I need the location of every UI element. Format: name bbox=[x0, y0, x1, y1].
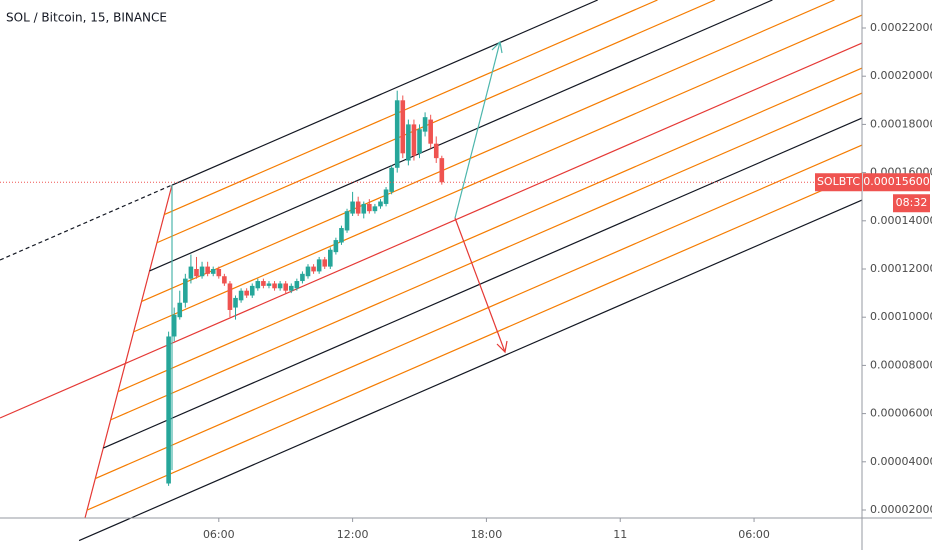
candle-body bbox=[266, 283, 272, 286]
arrow-down bbox=[454, 217, 506, 353]
y-tick-label: 0.00012000 bbox=[870, 262, 932, 275]
candle-body bbox=[277, 283, 283, 289]
x-tick-label: 18:00 bbox=[471, 528, 503, 541]
candle-body bbox=[355, 201, 361, 214]
y-tick-label: 0.00004000 bbox=[870, 455, 932, 468]
candle-body bbox=[339, 228, 344, 243]
candle-body bbox=[166, 336, 171, 484]
countdown-label: 08:32 bbox=[896, 196, 928, 209]
candle-body bbox=[272, 283, 277, 289]
candle-body bbox=[422, 117, 428, 132]
candle-body bbox=[433, 143, 439, 159]
pitchfork-line bbox=[117, 67, 863, 393]
candle-body bbox=[383, 189, 389, 204]
candles bbox=[166, 90, 445, 486]
pitchfork-line bbox=[86, 172, 863, 511]
pitchfork-line bbox=[149, 0, 773, 272]
symbol-label: SOLBTC bbox=[817, 175, 860, 188]
candle-body bbox=[328, 249, 333, 267]
candle-body bbox=[288, 285, 294, 291]
candle-body bbox=[411, 124, 417, 156]
candle-body bbox=[350, 201, 355, 214]
candle-body bbox=[238, 290, 244, 301]
candle-body bbox=[261, 281, 266, 286]
candle-body bbox=[171, 314, 177, 337]
countdown-tag bbox=[893, 194, 930, 213]
candle-body bbox=[283, 283, 288, 291]
candle-body bbox=[222, 276, 227, 284]
candle-body bbox=[372, 206, 378, 212]
candle-body bbox=[300, 273, 305, 282]
pitchfork-line bbox=[110, 92, 863, 421]
candle-body bbox=[333, 240, 339, 253]
arrow-up bbox=[454, 41, 501, 219]
candle-body bbox=[344, 211, 350, 231]
pitchfork-line bbox=[133, 14, 863, 333]
chart-title: SOL / Bitcoin, 15, BINANCE bbox=[6, 11, 167, 25]
y-tick-label: 0.00008000 bbox=[870, 358, 932, 371]
price-tag bbox=[863, 173, 930, 192]
pitchfork-line bbox=[78, 199, 863, 542]
candle-body bbox=[316, 259, 322, 272]
arrow-head bbox=[491, 40, 503, 54]
y-tick-label: 0.00018000 bbox=[870, 117, 932, 130]
candle-body bbox=[199, 266, 205, 277]
candle-body bbox=[244, 290, 249, 296]
candle-body bbox=[406, 124, 411, 161]
candle-body bbox=[205, 266, 210, 274]
handle bbox=[84, 184, 173, 519]
candle-body bbox=[394, 100, 400, 168]
y-tick-label: 0.00020000 bbox=[870, 69, 932, 82]
candle-body bbox=[194, 269, 199, 277]
candle-body bbox=[367, 203, 372, 212]
candle-body bbox=[322, 259, 328, 267]
arrow-head bbox=[496, 340, 508, 354]
x-tick-label: 11 bbox=[613, 528, 627, 541]
price-label: 0.00015600 bbox=[863, 175, 929, 188]
symbol-tag bbox=[815, 173, 862, 192]
y-tick-label: 0.00002000 bbox=[870, 503, 932, 516]
candle-body bbox=[428, 119, 433, 144]
candle-body bbox=[183, 278, 188, 303]
pitchfork-line bbox=[171, 0, 598, 186]
candle-body bbox=[378, 201, 383, 207]
dashed-extension bbox=[0, 184, 173, 261]
candle-body bbox=[400, 100, 406, 154]
x-tick-label: 06:00 bbox=[203, 528, 235, 541]
candle-body bbox=[249, 285, 255, 296]
candle-body bbox=[389, 167, 394, 192]
candle-body bbox=[216, 269, 222, 277]
candle-body bbox=[311, 266, 316, 272]
y-tick-label: 0.00014000 bbox=[870, 214, 932, 227]
y-tick-label: 0.00006000 bbox=[870, 407, 932, 420]
candle-body bbox=[188, 266, 194, 279]
x-tick-label: 12:00 bbox=[337, 528, 369, 541]
candle-body bbox=[177, 302, 183, 318]
pitchfork-line bbox=[141, 0, 835, 302]
pitchfork-line bbox=[95, 144, 863, 480]
candle-body bbox=[255, 281, 261, 289]
candle-body bbox=[227, 283, 233, 310]
candle-body bbox=[233, 297, 238, 308]
pitchfork bbox=[0, 0, 863, 542]
y-tick-label: 0.00010000 bbox=[870, 310, 932, 323]
candle-body bbox=[210, 269, 216, 274]
pitchfork-line bbox=[164, 0, 658, 216]
candle-body bbox=[361, 203, 367, 214]
y-tick-label: 0.00022000 bbox=[870, 21, 932, 34]
median-line bbox=[0, 42, 863, 419]
candle-body bbox=[439, 158, 445, 183]
x-tick-label: 06:00 bbox=[738, 528, 770, 541]
candle-body bbox=[417, 129, 422, 154]
pitchfork-line bbox=[103, 117, 863, 449]
candle-body bbox=[294, 281, 300, 289]
candle-body bbox=[305, 266, 311, 277]
pitchfork-line bbox=[156, 0, 716, 244]
